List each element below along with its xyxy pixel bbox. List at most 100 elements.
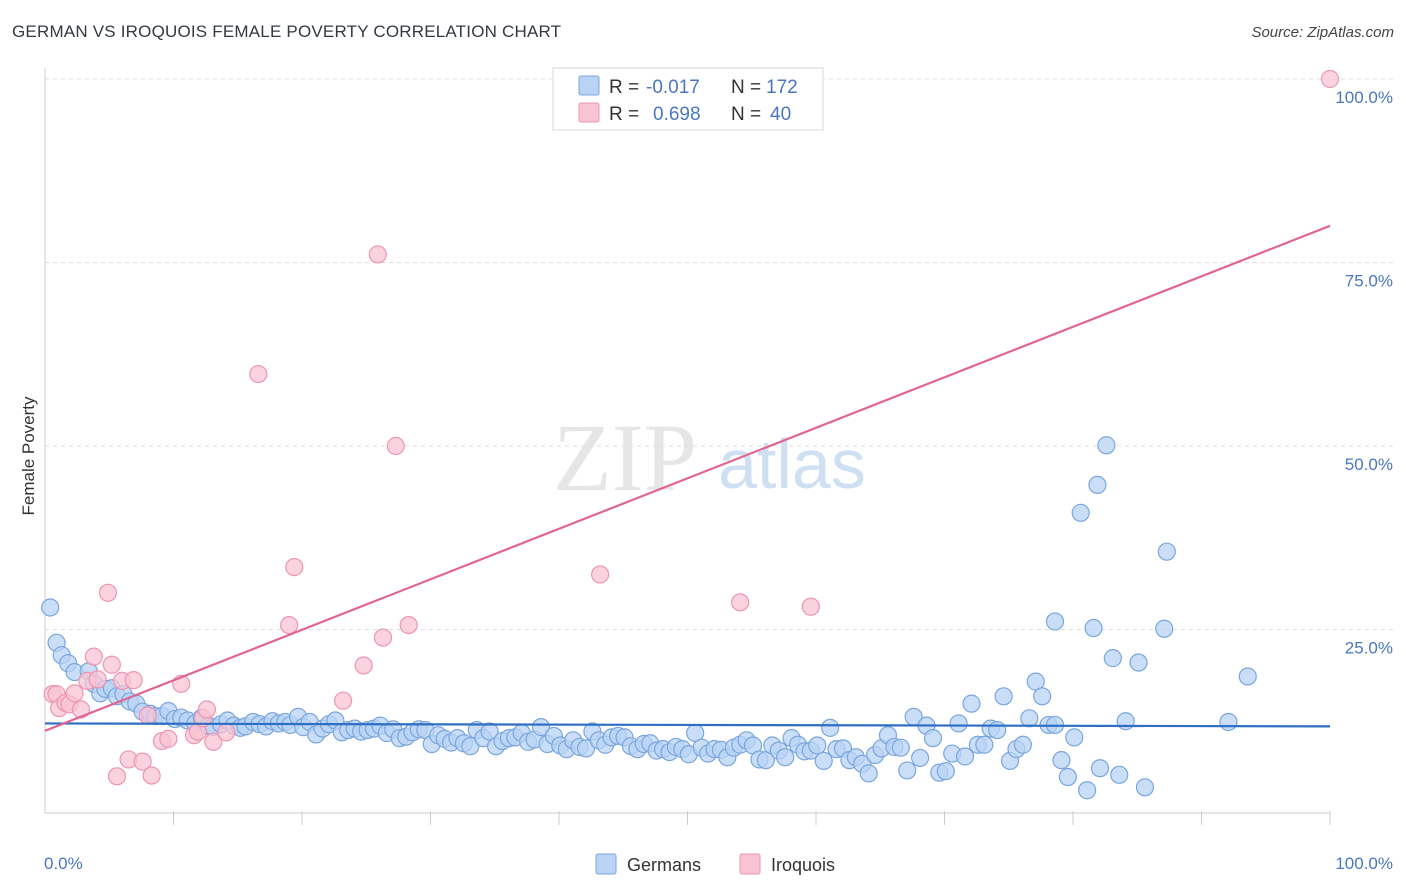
german-point-171	[1135, 778, 1155, 797]
series-germans	[41, 436, 1257, 800]
german-point-119	[808, 736, 827, 755]
german-point-145	[975, 735, 994, 754]
iroquois-point-20	[159, 729, 178, 748]
iroquois-point-36	[399, 615, 418, 635]
iroquois-point-15	[124, 671, 143, 690]
german-point-65	[461, 737, 480, 756]
iroquois-point-29	[280, 615, 299, 635]
german-point-157	[1045, 612, 1065, 631]
german-point-163	[1084, 618, 1103, 638]
german-point-114	[776, 748, 795, 767]
german-point-147	[988, 720, 1007, 740]
german-point-175	[1238, 667, 1257, 686]
german-point-121	[821, 718, 840, 737]
iroquois-point-37	[591, 565, 610, 584]
iroquois-point-30	[285, 558, 304, 577]
y-tick-label-50: 50.0%	[1345, 455, 1393, 474]
german-point-168	[1110, 765, 1129, 784]
german-point-164	[1088, 475, 1107, 495]
legend-germans-r-label: R =	[609, 77, 639, 98]
iroquois-point-32	[354, 656, 373, 675]
german-point-162	[1078, 781, 1097, 800]
german-point-151	[1013, 735, 1032, 754]
iroquois-point-40	[1320, 69, 1340, 89]
german-point-170	[1129, 653, 1148, 672]
legend-bottom-iroquois-label: Iroquois	[771, 855, 835, 875]
y-tick-label-25: 25.0%	[1345, 639, 1393, 658]
german-point-76	[531, 718, 551, 737]
trend-lines	[44, 224, 1331, 732]
german-point-165	[1090, 759, 1110, 778]
iroquois-point-39	[801, 597, 820, 616]
legend-iroquois-r-label: R =	[609, 104, 639, 125]
x-tick-label-max: 100.0%	[1335, 854, 1393, 873]
legend-bottom-germans-label: Germans	[627, 855, 701, 875]
legend-bottom-iroquois-swatch	[739, 853, 761, 875]
iroquois-point-34	[373, 628, 393, 647]
iroquois-point-6	[71, 700, 91, 719]
legend-germans-n-value: 172	[766, 77, 798, 98]
iroquois-point-18	[142, 766, 161, 785]
series-iroquois	[43, 69, 1340, 786]
legend-germans-swatch	[578, 75, 600, 96]
german-point-83	[576, 739, 596, 758]
iroquois-point-11	[102, 655, 121, 674]
german-point-154	[1033, 687, 1052, 706]
legend-top: R = -0.017 N = 172 R = 0.698 N = 40	[552, 67, 824, 131]
german-trend-line	[44, 722, 1331, 728]
legend-bottom-germans-swatch	[595, 853, 617, 875]
iroquois-point-28	[249, 364, 268, 384]
german-point-132	[891, 738, 910, 757]
german-point-133	[898, 761, 917, 780]
iroquois-point-25	[197, 700, 217, 719]
iroquois-trend-line	[44, 224, 1331, 732]
german-point-142	[955, 747, 975, 766]
german-point-120	[814, 751, 833, 770]
legend-germans-r-value: -0.017	[646, 77, 700, 98]
german-point-166	[1097, 436, 1116, 455]
y-tick-label-100: 100.0%	[1335, 88, 1393, 107]
german-point-161	[1071, 503, 1090, 522]
source-credit: Source: ZipAtlas.com	[1251, 24, 1394, 41]
tick-labels: 25.0% 50.0% 75.0% 100.0% 0.0% 100.0%	[44, 88, 1393, 873]
german-point-148	[994, 687, 1013, 706]
y-tick-label-75: 75.0%	[1345, 272, 1393, 291]
axes	[44, 68, 1331, 825]
german-point-143	[962, 694, 981, 713]
legend-germans-n-label: N =	[731, 77, 761, 98]
iroquois-point-27	[217, 723, 236, 742]
legend-iroquois-n-label: N =	[731, 104, 761, 125]
german-point-127	[859, 764, 878, 783]
legend-iroquois-n-value: 40	[770, 104, 791, 125]
iroquois-point-26	[204, 732, 223, 751]
german-point-135	[910, 748, 930, 768]
grid-lines	[45, 78, 1393, 630]
german-point-172	[1155, 619, 1174, 638]
iroquois-point-17	[138, 706, 157, 725]
iroquois-point-35	[386, 436, 405, 456]
german-point-159	[1058, 767, 1077, 787]
german-point-152	[1020, 709, 1039, 728]
german-point-137	[923, 729, 943, 748]
iroquois-point-31	[334, 691, 353, 710]
german-point-0	[41, 598, 60, 617]
iroquois-point-12	[107, 767, 127, 786]
iroquois-point-9	[88, 670, 107, 689]
german-point-158	[1052, 751, 1071, 770]
iroquois-point-5	[65, 684, 84, 703]
german-point-173	[1157, 542, 1176, 561]
chart-title: GERMAN VS IROQUOIS FEMALE POVERTY CORREL…	[12, 22, 562, 41]
legend-iroquois-r-value: 0.698	[653, 104, 701, 125]
iroquois-point-33	[368, 245, 387, 264]
german-point-141	[949, 714, 968, 733]
german-point-174	[1219, 712, 1238, 732]
x-tick-label-min: 0.0%	[44, 854, 83, 873]
german-point-169	[1116, 712, 1135, 731]
legend-bottom: Germans Iroquois	[595, 853, 835, 875]
iroquois-point-10	[98, 583, 118, 602]
german-point-160	[1065, 728, 1084, 747]
watermark-zip: ZIP	[553, 404, 697, 511]
iroquois-point-8	[84, 647, 103, 666]
german-point-139	[936, 762, 955, 781]
iroquois-point-38	[731, 593, 750, 612]
